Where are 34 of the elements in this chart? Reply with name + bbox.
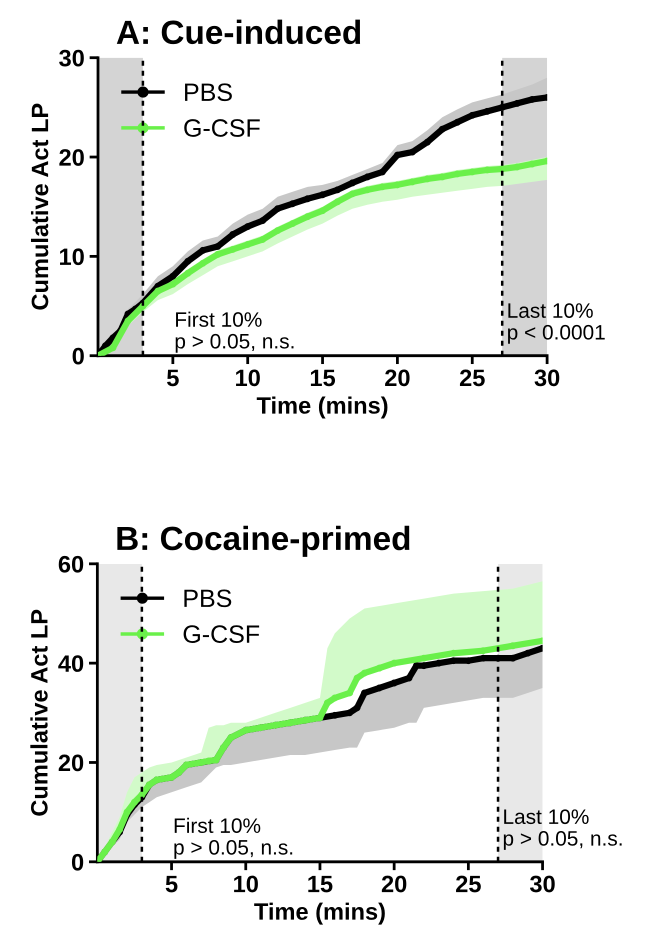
annotation: Last 10% p < 0.0001 (508, 303, 605, 344)
y-tick-label: 20 (58, 754, 84, 772)
legend-label: PBS (185, 83, 232, 102)
annotation: First 10% p > 0.05, n.s. (176, 312, 294, 353)
x-tick-label: 20 (382, 876, 406, 892)
legend-label: G-CSF (184, 625, 260, 643)
x-tick-label: 10 (234, 876, 258, 892)
y-tick-label: 60 (58, 556, 84, 573)
x-axis-title: Time (mins) (254, 902, 385, 925)
annotation: First 10% p > 0.05, n.s. (174, 818, 292, 859)
legend-label: PBS (184, 589, 232, 608)
legend-label: G-CSF (184, 119, 260, 137)
y-tick-label: 0 (72, 854, 84, 871)
x-tick-label: 20 (385, 370, 410, 386)
x-tick-label: 25 (456, 876, 481, 892)
x-tick-label: 15 (310, 370, 336, 386)
x-tick-label: 5 (167, 370, 179, 386)
x-tick-label: 25 (460, 370, 485, 386)
y-axis-title: Cumulative Act LP (30, 610, 48, 816)
y-tick-label: 10 (60, 248, 84, 266)
y-tick-label: 40 (58, 655, 84, 672)
x-tick-label: 30 (534, 370, 560, 386)
x-tick-label: 30 (530, 876, 555, 892)
chart-title: B: Cocaine-primed (117, 526, 410, 557)
x-tick-label: 15 (308, 876, 332, 892)
y-tick-label: 0 (72, 348, 84, 364)
x-tick-label: 10 (236, 370, 260, 386)
annotation: Last 10% p > 0.05, n.s. (504, 809, 622, 850)
y-tick-label: 30 (59, 50, 84, 67)
x-tick-label: 5 (166, 876, 178, 892)
y-axis-title: Cumulative Act LP (30, 104, 48, 310)
y-tick-label: 20 (59, 149, 84, 166)
x-axis-title: Time (mins) (256, 396, 388, 418)
chart-title: A: Cue-induced (116, 20, 360, 44)
